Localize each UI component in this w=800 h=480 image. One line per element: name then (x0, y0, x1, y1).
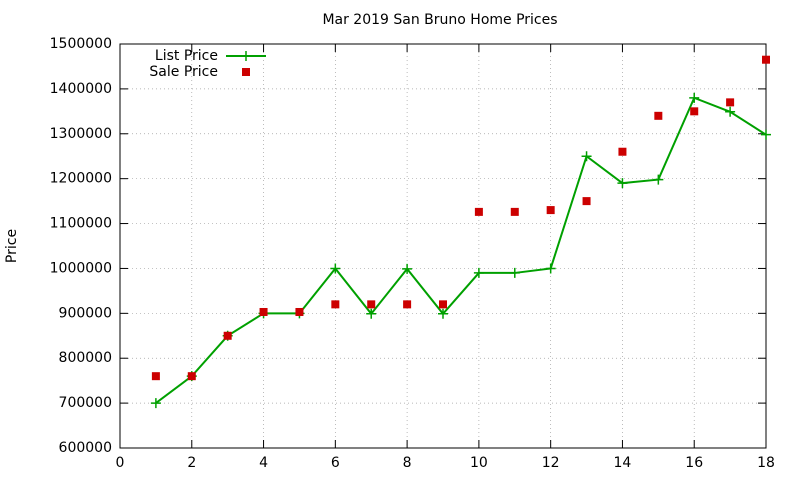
y-tick-label: 1100000 (50, 216, 112, 232)
data-point (726, 98, 735, 107)
y-tick-label: 1400000 (50, 81, 112, 97)
data-point (403, 300, 412, 309)
legend-marker (241, 51, 251, 61)
data-point (438, 308, 448, 319)
y-tick-label: 1300000 (50, 126, 112, 142)
legend-label: Sale Price (149, 64, 218, 80)
data-point (223, 331, 232, 340)
data-point (725, 106, 736, 117)
data-point (473, 267, 484, 278)
data-point (762, 55, 770, 64)
x-tick-label: 6 (331, 455, 340, 471)
x-tick-label: 14 (614, 455, 632, 471)
plot-border (119, 43, 767, 449)
y-tick-label: 1000000 (50, 260, 112, 276)
data-point (761, 129, 771, 140)
data-point (366, 308, 377, 319)
data-point (150, 398, 161, 409)
y-tick-label: 1500000 (50, 36, 112, 52)
x-tick-label: 18 (757, 455, 775, 471)
legend-marker (242, 68, 250, 76)
data-point (654, 111, 663, 120)
data-point (617, 178, 628, 189)
series-line (155, 96, 767, 404)
data-point (259, 307, 268, 316)
data-point (439, 300, 447, 309)
x-tick-label: 10 (470, 455, 488, 471)
data-point (618, 147, 627, 156)
data-point (402, 263, 413, 274)
data-point (545, 263, 556, 274)
data-point (546, 206, 555, 215)
legend-label: List Price (155, 48, 218, 64)
x-tick-label: 12 (542, 455, 560, 471)
x-tick-label: 16 (685, 455, 703, 471)
x-tick-label: 4 (259, 455, 268, 471)
data-point (151, 372, 160, 381)
data-point (367, 300, 376, 309)
data-point (509, 267, 520, 278)
x-tick-label: 2 (187, 455, 196, 471)
data-point (653, 174, 664, 185)
x-tick-label: 0 (116, 455, 125, 471)
data-point (582, 197, 591, 206)
data-point (330, 263, 341, 274)
data-point (295, 307, 304, 316)
chart-title: Mar 2019 San Bruno Home Prices (322, 12, 557, 28)
y-axis-label: Price (4, 229, 20, 263)
y-tick-label: 1200000 (50, 171, 112, 187)
y-tick-label: 900000 (59, 305, 112, 321)
data-point (331, 300, 340, 309)
data-point (474, 207, 483, 216)
data-point (510, 207, 519, 216)
data-point (689, 92, 700, 103)
data-point (690, 107, 699, 116)
data-point (581, 151, 592, 162)
y-tick-label: 800000 (59, 350, 112, 366)
y-tick-label: 600000 (59, 440, 112, 456)
y-tick-label: 700000 (59, 395, 112, 411)
data-point (187, 372, 196, 381)
x-tick-label: 8 (403, 455, 412, 471)
